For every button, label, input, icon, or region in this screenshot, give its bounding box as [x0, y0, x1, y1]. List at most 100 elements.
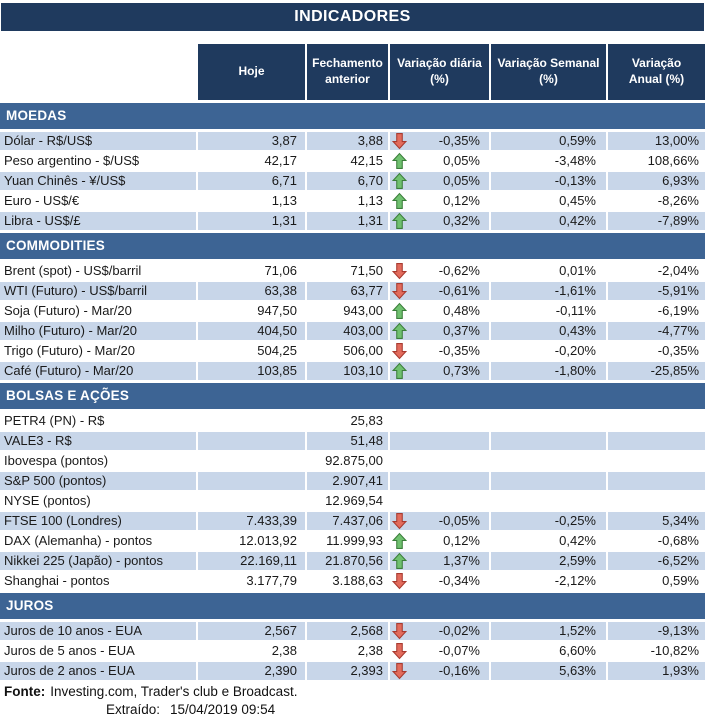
fechamento-cell: 2,393	[307, 662, 388, 680]
variacao-anual-cell: -6,52%	[608, 552, 705, 570]
up-arrow-icon	[392, 192, 407, 210]
variacao-diaria-cell: -0,61%	[390, 282, 489, 300]
hoje-cell: 3.177,79	[246, 573, 297, 588]
variacao-diaria-cell: -0,16%	[390, 662, 489, 680]
table-row: VALE3 - R$ 51,48	[0, 432, 705, 450]
table-footer: Fonte: Investing.com, Trader's club e Bro…	[0, 684, 705, 718]
variacao-anual-cell	[608, 432, 705, 450]
fechamento-cell: 21.870,56	[307, 552, 388, 570]
fechamento-cell: 1,13	[357, 193, 383, 208]
table-row: Libra - US$/£ 1,31 1,31 0,32% 0,42% -7,89%	[0, 212, 705, 230]
variacao-anual-cell: -8,26%	[657, 193, 699, 208]
variacao-anual-cell: -9,13%	[608, 622, 705, 640]
fechamento-cell: 11.999,93	[326, 533, 383, 548]
variacao-diaria-cell: 0,37%	[390, 322, 489, 340]
hoje-cell: 12.013,92	[239, 533, 297, 548]
variacao-anual-cell: -10,82%	[650, 643, 699, 658]
variacao-anual-cell: 6,93%	[608, 172, 705, 190]
hoje-cell: 103,85	[198, 362, 305, 380]
down-arrow-icon	[392, 283, 407, 300]
column-header-hoje: Hoje	[198, 44, 305, 100]
section-header-bolsas-e-acoes: BOLSAS E AÇÕES	[0, 383, 705, 409]
hoje-cell: 947,50	[257, 303, 297, 318]
column-header-variacao-diaria: Variação diária (%)	[390, 44, 489, 100]
row-label-cell: Milho (Futuro) - Mar/20	[0, 322, 196, 340]
row-label-cell: PETR4 (PN) - R$	[4, 413, 105, 428]
variacao-anual-cell: 108,66%	[647, 153, 699, 168]
variacao-semanal-cell	[491, 452, 606, 470]
row-label-cell: Juros de 5 anos - EUA	[4, 643, 135, 658]
hoje-cell: 22.169,11	[198, 552, 305, 570]
hoje-cell: 7.433,39	[198, 512, 305, 530]
fechamento-cell: 943,00	[343, 303, 383, 318]
row-label-cell: FTSE 100 (Londres)	[0, 512, 196, 530]
hoje-cell: 1,31	[198, 212, 305, 230]
fechamento-cell: 403,00	[307, 322, 388, 340]
hoje-cell	[198, 432, 305, 450]
hoje-cell: 3,87	[198, 132, 305, 150]
row-label-cell: Juros de 10 anos - EUA	[0, 622, 196, 640]
row-label-cell: Euro - US$/€	[4, 193, 80, 208]
source-label: Fonte:	[4, 684, 46, 699]
variacao-semanal-cell: 0,59%	[491, 132, 606, 150]
table-row: Brent (spot) - US$/barril 71,06 71,50 -0,62…	[0, 262, 705, 280]
fechamento-cell: 2.907,41	[307, 472, 388, 490]
variacao-diaria-cell: -0,07%	[390, 642, 489, 660]
variacao-anual-cell	[608, 492, 705, 510]
variacao-anual-cell: -4,77%	[608, 322, 705, 340]
row-label-cell: Soja (Futuro) - Mar/20	[4, 303, 132, 318]
table-row: Euro - US$/€ 1,13 1,13 0,12% 0,45% -8,26%	[0, 192, 705, 210]
variacao-semanal-cell: 0,43%	[491, 322, 606, 340]
row-label-cell: Peso argentino - $/US$	[4, 153, 140, 168]
table-row: DAX (Alemanha) - pontos 12.013,92 11.999,9…	[0, 532, 705, 550]
variacao-semanal-cell: -1,80%	[491, 362, 606, 380]
up-arrow-icon	[392, 172, 407, 190]
table-body: MOEDAS Dólar - R$/US$ 3,87 3,88 -0,35% 0,59% 1…	[0, 103, 705, 680]
down-arrow-icon	[392, 513, 407, 530]
table-row: Juros de 10 anos - EUA 2,567 2,568 -0,02% 1,…	[0, 622, 705, 640]
variacao-diaria-cell: 0,12%	[390, 532, 489, 550]
hoje-cell: 1,13	[271, 193, 297, 208]
table-row: Soja (Futuro) - Mar/20 947,50 943,00 0,48% -…	[0, 302, 705, 320]
fechamento-cell: 506,00	[343, 343, 383, 358]
variacao-semanal-cell: 0,42%	[491, 212, 606, 230]
variacao-anual-cell: 1,93%	[608, 662, 705, 680]
down-arrow-icon	[392, 663, 407, 680]
table-row: Café (Futuro) - Mar/20 103,85 103,10 0,73% -…	[0, 362, 705, 380]
variacao-diaria-cell: 0,32%	[390, 212, 489, 230]
variacao-semanal-cell	[491, 492, 606, 510]
table-row: Juros de 2 anos - EUA 2,390 2,393 -0,16% 5,6…	[0, 662, 705, 680]
row-label-cell: Libra - US$/£	[0, 212, 196, 230]
hoje-cell	[198, 412, 305, 430]
variacao-anual-cell: -2,04%	[657, 263, 699, 278]
variacao-diaria-cell: 0,05%	[390, 152, 489, 170]
variacao-semanal-cell: -0,25%	[491, 512, 606, 530]
row-label-cell: WTI (Futuro) - US$/barril	[0, 282, 196, 300]
table-row: Trigo (Futuro) - Mar/20 504,25 506,00 -0,35…	[0, 342, 705, 360]
column-header-variacao-semanal: Variação Semanal (%)	[491, 44, 606, 100]
row-label-cell: Brent (spot) - US$/barril	[4, 263, 142, 278]
hoje-cell: 71,06	[264, 263, 297, 278]
variacao-anual-cell	[608, 452, 705, 470]
variacao-diaria-cell: -0,02%	[390, 622, 489, 640]
hoje-cell: 2,38	[271, 643, 297, 658]
down-arrow-icon	[392, 643, 407, 660]
variacao-semanal-cell	[491, 432, 606, 450]
variacao-anual-cell: -0,68%	[657, 533, 699, 548]
source-text: Investing.com, Trader's club e Broadcast…	[50, 684, 298, 699]
fechamento-cell: 1,31	[307, 212, 388, 230]
hoje-cell: 63,38	[198, 282, 305, 300]
fechamento-cell: 6,70	[307, 172, 388, 190]
up-arrow-icon	[392, 362, 407, 380]
variacao-diaria-cell: 0,48%	[390, 302, 489, 320]
header-spacer	[0, 44, 196, 100]
extracted-timestamp: 15/04/2019 09:54	[170, 702, 276, 717]
variacao-semanal-cell: -0,20%	[554, 343, 596, 358]
row-label-cell: Yuan Chinês - ¥/US$	[0, 172, 196, 190]
table-row: FTSE 100 (Londres) 7.433,39 7.437,06 -0,05%…	[0, 512, 705, 530]
source-line: Fonte: Investing.com, Trader's club e Bro…	[0, 684, 705, 700]
down-arrow-icon	[392, 263, 407, 280]
row-label-cell: Nikkei 225 (Japão) - pontos	[0, 552, 196, 570]
variacao-diaria-cell: 0,05%	[390, 172, 489, 190]
